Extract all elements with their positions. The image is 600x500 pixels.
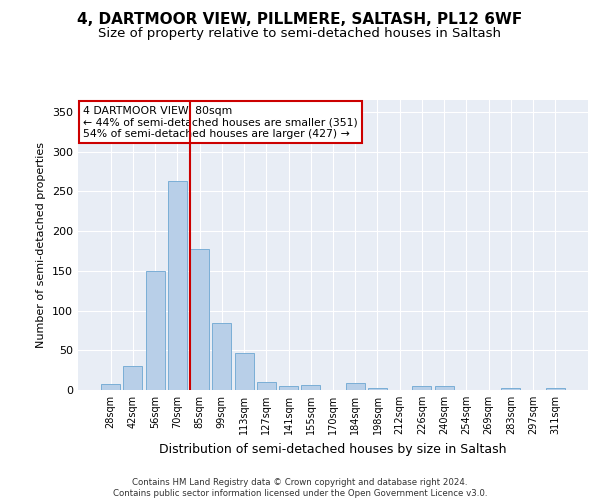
Text: 4 DARTMOOR VIEW: 80sqm
← 44% of semi-detached houses are smaller (351)
54% of se: 4 DARTMOOR VIEW: 80sqm ← 44% of semi-det… (83, 106, 358, 139)
Text: Contains HM Land Registry data © Crown copyright and database right 2024.
Contai: Contains HM Land Registry data © Crown c… (113, 478, 487, 498)
Bar (190, 248, 209, 390)
Text: 4, DARTMOOR VIEW, PILLMERE, SALTASH, PL12 6WF: 4, DARTMOOR VIEW, PILLMERE, SALTASH, PL1… (77, 12, 523, 28)
Bar (124, 366, 142, 390)
X-axis label: Distribution of semi-detached houses by size in Saltash: Distribution of semi-detached houses by … (159, 442, 507, 456)
Bar (502, 388, 520, 390)
Bar (301, 385, 320, 390)
Bar (412, 386, 431, 390)
Text: Size of property relative to semi-detached houses in Saltash: Size of property relative to semi-detach… (98, 28, 502, 40)
Bar (435, 386, 454, 390)
Bar (146, 271, 164, 390)
Bar (368, 388, 387, 390)
Bar (235, 354, 254, 390)
Bar (279, 386, 298, 390)
Bar (212, 324, 231, 390)
Bar (546, 388, 565, 390)
Bar (257, 382, 276, 390)
Bar (101, 384, 120, 390)
Y-axis label: Number of semi-detached properties: Number of semi-detached properties (37, 142, 46, 348)
Bar (346, 383, 365, 390)
Bar (168, 181, 187, 390)
